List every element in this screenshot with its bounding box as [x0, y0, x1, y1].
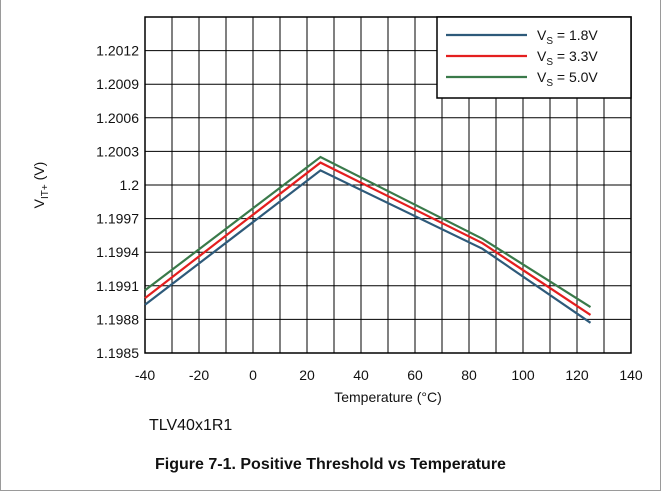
- series-line-2: [144, 161, 592, 316]
- x-tick-label: 80: [461, 367, 477, 383]
- x-tick-label: 100: [511, 367, 535, 383]
- series-line-3: [144, 155, 592, 309]
- legend-box: [436, 16, 632, 99]
- y-tick-label: 1.1994: [96, 244, 139, 260]
- x-tick-label: 120: [565, 367, 589, 383]
- chart: -40 -20 0 20 40 60 80 100 120 140 1.19851.19881.1…: [31, 16, 643, 405]
- x-tick-label: -40: [135, 367, 155, 383]
- y-tick-label: 1.1991: [96, 278, 139, 294]
- x-tick-label: -20: [189, 367, 209, 383]
- y-tick-labels: 1.1985 1.1988 1.1991 1.1994 1.1997 1.2 1.2003 1…: [96, 43, 139, 361]
- legend-label: VS = 3.3V: [537, 48, 598, 68]
- y-tick-label: 1.2012: [96, 43, 139, 59]
- plot-area-border: [144, 16, 632, 354]
- y-tick-label: 1.2: [120, 177, 140, 193]
- x-tick-label: 40: [353, 367, 369, 383]
- y-tick-label: 1.2006: [96, 110, 139, 126]
- figure-caption: Figure 7-1. Positive Threshold vs Temper…: [155, 456, 506, 473]
- y-tick-label: 1.2003: [96, 143, 139, 159]
- legend-label: VS = 1.8V: [537, 27, 598, 47]
- y-tick-label: 1.1988: [96, 311, 139, 327]
- x-tick-label: 0: [249, 367, 257, 383]
- x-axis-title: Temperature (°C): [334, 389, 442, 405]
- series-line-1: [144, 169, 592, 324]
- y-tick-label: 1.1997: [96, 211, 139, 227]
- y-axis-title: VIT+ (V): [31, 162, 51, 209]
- device-label: TLV40x1R1: [149, 417, 233, 434]
- legend-label: VS = 5.0V: [537, 69, 598, 89]
- x-tick-labels: -40 -20 0 20 40 60 80 100 120 140: [135, 367, 643, 383]
- y-tick-label: 1.2009: [96, 76, 139, 92]
- x-tick-label: 20: [299, 367, 315, 383]
- x-tick-label: 60: [407, 367, 423, 383]
- y-tick-label: 1.1985: [96, 345, 139, 361]
- series-layer: [144, 155, 592, 324]
- x-tick-label: 140: [619, 367, 643, 383]
